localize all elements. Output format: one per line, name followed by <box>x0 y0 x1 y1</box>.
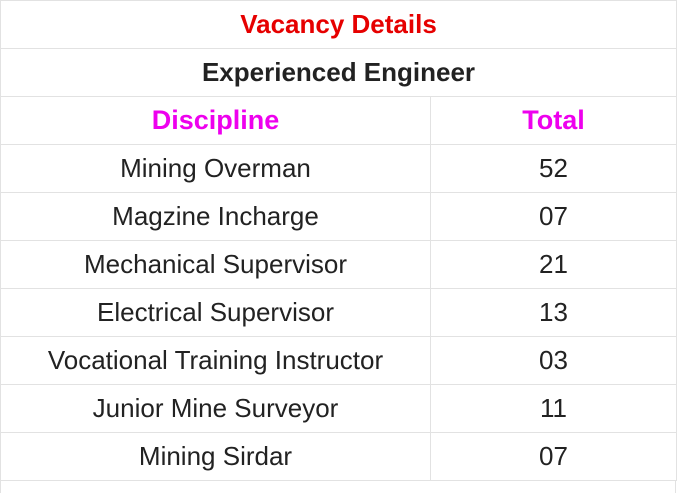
discipline-cell: Mechanical Supervisor <box>0 240 431 289</box>
total-cell: 13 <box>429 288 678 337</box>
vacancy-table: Vacancy Details Experienced Engineer Dis… <box>0 0 678 481</box>
discipline-cell: Electrical Supervisor <box>0 288 431 337</box>
subtitle-row: Experienced Engineer <box>0 48 678 97</box>
total-cell: 21 <box>429 240 678 289</box>
discipline-cell: Junior Mine Surveyor <box>0 384 431 433</box>
data-row: Vocational Training Instructor 03 <box>0 336 678 385</box>
data-row: Magzine Incharge 07 <box>0 192 678 241</box>
data-row: Mechanical Supervisor 21 <box>0 240 678 289</box>
data-row: Mining Sirdar 07 <box>0 432 678 481</box>
title-row: Vacancy Details <box>0 0 678 49</box>
discipline-cell: Vocational Training Instructor <box>0 336 431 385</box>
header-cell: Discipline <box>0 96 431 145</box>
header-row: Discipline Total <box>0 96 678 145</box>
header-cell: Total <box>429 96 678 145</box>
total-cell: 07 <box>429 432 678 481</box>
data-row: Junior Mine Surveyor 11 <box>0 384 678 433</box>
discipline-cell: Mining Overman <box>0 144 431 193</box>
discipline-cell: Magzine Incharge <box>0 192 431 241</box>
total-cell: 03 <box>429 336 678 385</box>
total-cell: 11 <box>429 384 678 433</box>
table-continuation <box>0 481 676 493</box>
discipline-cell: Mining Sirdar <box>0 432 431 481</box>
table-title: Vacancy Details <box>0 0 678 49</box>
total-cell: 07 <box>429 192 678 241</box>
data-row: Electrical Supervisor 13 <box>0 288 678 337</box>
table-subtitle: Experienced Engineer <box>0 48 678 97</box>
table-body: Vacancy Details Experienced Engineer Dis… <box>0 0 678 481</box>
total-cell: 52 <box>429 144 678 193</box>
data-row: Mining Overman 52 <box>0 144 678 193</box>
